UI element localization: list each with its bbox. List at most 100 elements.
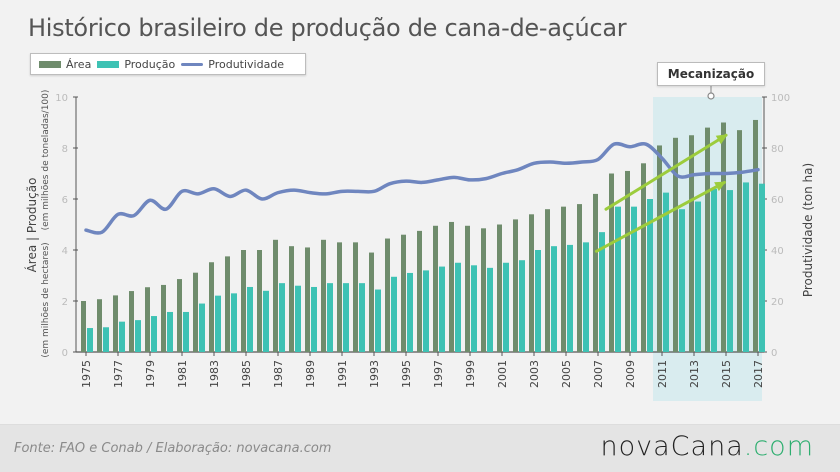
- legend-label-production: Produção: [124, 57, 176, 71]
- x-tick-label: 1991: [336, 360, 349, 388]
- x-tick-label: 1989: [304, 360, 317, 388]
- bar-production: [199, 303, 205, 352]
- left-tick-label: 0: [62, 348, 68, 359]
- bar-area: [225, 256, 230, 352]
- bar-area: [401, 234, 406, 352]
- x-tick-label: 2011: [656, 360, 669, 388]
- bar-area: [433, 225, 438, 352]
- bar-area: [81, 301, 86, 352]
- bar-production: [215, 295, 221, 352]
- bar-area: [273, 239, 278, 352]
- bar-area: [689, 135, 694, 352]
- x-tick-label: 1995: [400, 360, 413, 388]
- bar-production: [167, 311, 173, 352]
- trend-arrow-head: [714, 181, 727, 192]
- x-tick-label: 1977: [112, 360, 125, 388]
- left-axis-unit-production: (em milhões de toneladas/100): [41, 90, 51, 231]
- bar-production: [743, 182, 749, 352]
- legend-swatch-area: [39, 60, 61, 68]
- left-axis-title: Área | Produção: [24, 178, 39, 273]
- bar-area: [129, 291, 134, 352]
- legend-swatch-productivity: [181, 62, 204, 66]
- bar-area: [577, 204, 582, 352]
- bar-area: [417, 230, 422, 352]
- bar-production: [103, 327, 109, 352]
- right-tick-label: 0: [771, 348, 777, 359]
- legend-label-area: Área: [66, 57, 92, 71]
- bar-area: [529, 214, 534, 352]
- bar-production: [311, 286, 317, 352]
- bar-production: [119, 321, 125, 352]
- bar-production: [583, 242, 589, 352]
- x-tick-label: 2015: [720, 360, 733, 388]
- productivity-line: [84, 141, 760, 235]
- chart-title: Histórico brasileiro de produção de cana…: [28, 14, 627, 42]
- legend-item-productivity: Produtividade: [181, 58, 284, 71]
- bar-production: [599, 232, 605, 352]
- bar-production: [727, 190, 733, 352]
- bar-production: [231, 293, 237, 352]
- left-tick-label: 6: [62, 195, 68, 206]
- legend-label-productivity: Produtividade: [208, 57, 285, 71]
- x-tick-label: 1987: [272, 360, 285, 388]
- left-axis-unit-area: (em milhões de hectares): [41, 242, 51, 357]
- bar-area: [673, 137, 678, 352]
- bar-area: [625, 170, 630, 352]
- mechanization-label: Mecanização: [657, 62, 765, 86]
- bar-production: [247, 286, 253, 352]
- bar-area: [737, 130, 742, 352]
- left-axis-title-area: Área: [24, 241, 39, 272]
- bar-area: [449, 221, 454, 352]
- right-tick-label: 40: [771, 246, 784, 257]
- bar-production: [631, 206, 637, 352]
- bar-area: [545, 209, 550, 352]
- x-tick-label: 1983: [208, 360, 221, 388]
- bar-area: [657, 145, 662, 352]
- x-tick-label: 2007: [592, 360, 605, 388]
- left-tick-label: 10: [55, 93, 68, 104]
- bar-production: [615, 206, 621, 352]
- bar-production: [87, 328, 93, 352]
- legend-swatch-production: [97, 60, 120, 68]
- legend: Área Produção Produtividade: [30, 53, 306, 75]
- bar-production: [407, 272, 413, 352]
- x-tick-label: 2009: [624, 360, 637, 388]
- bar-production: [263, 290, 269, 352]
- bar-area: [97, 299, 102, 352]
- x-tick-label: 2001: [496, 360, 509, 388]
- bar-production: [391, 276, 397, 352]
- left-axis-title-separator: |: [25, 233, 39, 241]
- right-axis-title: Produtividade (ton ha): [801, 163, 815, 297]
- bar-area: [305, 247, 310, 352]
- bar-area: [497, 224, 502, 352]
- bar-production: [535, 250, 541, 352]
- trend-arrow-head: [715, 134, 728, 145]
- left-tick-label: 4: [62, 246, 68, 257]
- bar-area: [513, 219, 518, 352]
- bar-production: [135, 320, 141, 352]
- x-tick-label: 1997: [432, 360, 445, 388]
- bar-area: [337, 242, 342, 352]
- right-tick-label: 20: [771, 297, 784, 308]
- bar-production: [663, 192, 669, 352]
- bar-area: [113, 295, 118, 352]
- bar-production: [711, 188, 717, 352]
- bar-area: [369, 252, 374, 352]
- bar-production: [279, 283, 285, 352]
- right-tick-label: 60: [771, 195, 784, 206]
- brand-logo: novaCana.com: [601, 431, 814, 462]
- legend-item-area: Área: [39, 58, 91, 71]
- bar-production: [487, 267, 493, 352]
- mechanization-marker: [707, 92, 715, 100]
- left-tick-label: 2: [62, 297, 68, 308]
- bar-production: [359, 283, 365, 352]
- bar-area: [609, 173, 614, 352]
- bar-area: [465, 225, 470, 352]
- bar-area: [481, 228, 486, 352]
- source-credit: Fonte: FAO e Conab / Elaboração: novacan…: [14, 441, 332, 456]
- x-tick-label: 1993: [368, 360, 381, 388]
- bar-area: [561, 206, 566, 352]
- bar-production: [151, 316, 157, 352]
